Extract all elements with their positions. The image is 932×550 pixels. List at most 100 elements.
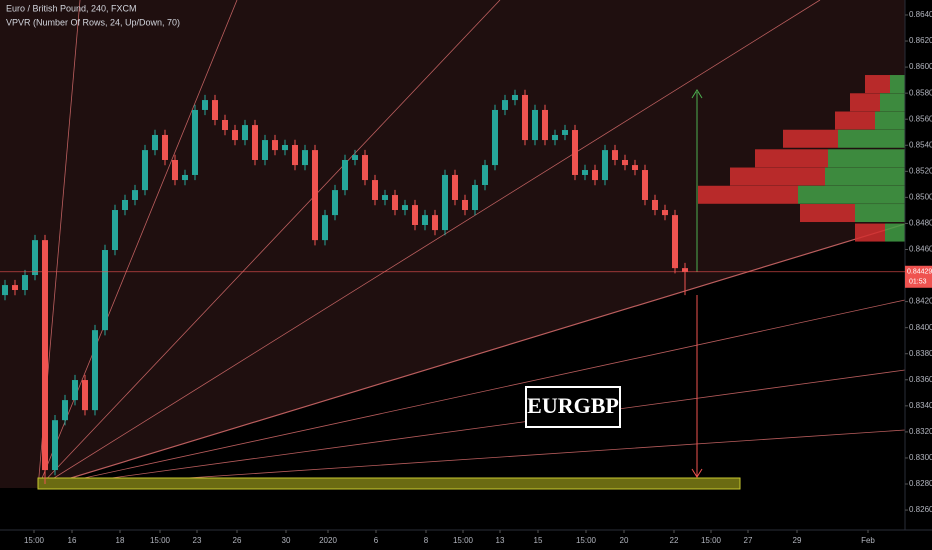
candle-body bbox=[322, 215, 328, 241]
candle-body bbox=[2, 285, 8, 296]
candle-body bbox=[642, 170, 648, 200]
x-tick-label: 30 bbox=[282, 536, 291, 545]
candle-body bbox=[162, 134, 168, 160]
candle-body bbox=[252, 125, 258, 160]
candle-body bbox=[42, 240, 48, 471]
candle-body bbox=[152, 134, 158, 151]
x-tick-label: 15:00 bbox=[150, 536, 171, 545]
profile-down bbox=[865, 75, 890, 94]
candle-body bbox=[402, 205, 408, 211]
candle-body bbox=[602, 150, 608, 181]
annotation-box bbox=[525, 386, 621, 428]
candle-body bbox=[532, 109, 538, 141]
x-tick-label: 15:00 bbox=[453, 536, 474, 545]
x-tick-label: 18 bbox=[116, 536, 125, 545]
x-tick-label: 15:00 bbox=[701, 536, 722, 545]
candle-body bbox=[622, 159, 628, 166]
x-tick-label: 2020 bbox=[319, 536, 337, 545]
candle-body bbox=[612, 150, 618, 160]
x-tick-label: 6 bbox=[374, 536, 379, 545]
profile-up bbox=[828, 149, 905, 168]
x-tick-label: 23 bbox=[193, 536, 202, 545]
candle-body bbox=[102, 250, 108, 331]
x-tick-label: 15:00 bbox=[24, 536, 45, 545]
candle-body bbox=[672, 215, 678, 269]
candle-body bbox=[202, 100, 208, 110]
profile-up bbox=[880, 93, 905, 112]
profile-up bbox=[825, 167, 905, 186]
candle-body bbox=[222, 119, 228, 131]
arrow-head bbox=[691, 468, 703, 478]
x-tick-label: 20 bbox=[620, 536, 629, 545]
candle-body bbox=[462, 199, 468, 211]
profile-down bbox=[755, 149, 828, 168]
arrow-head bbox=[691, 89, 703, 99]
candle-body bbox=[522, 94, 528, 141]
candle-body bbox=[562, 130, 568, 135]
candle-body bbox=[312, 150, 318, 241]
candle-body bbox=[412, 205, 418, 226]
candle-body bbox=[82, 380, 88, 411]
x-tick-label: 15:00 bbox=[576, 536, 597, 545]
candle-body bbox=[212, 100, 218, 120]
candle-body bbox=[552, 134, 558, 141]
candle-body bbox=[582, 170, 588, 175]
candle-body bbox=[422, 215, 428, 226]
candle-body bbox=[192, 109, 198, 175]
x-tick-label: Feb bbox=[861, 536, 875, 545]
candle-body bbox=[132, 190, 138, 200]
candle-body bbox=[492, 109, 498, 166]
x-tick-label: 29 bbox=[793, 536, 802, 545]
profile-up bbox=[885, 223, 905, 242]
x-tick-label: 16 bbox=[68, 536, 77, 545]
profile-up bbox=[838, 129, 905, 148]
candle-body bbox=[12, 285, 18, 291]
last-price-label: 0.84429 bbox=[907, 269, 932, 276]
candle-body bbox=[112, 210, 118, 251]
candle-body bbox=[632, 165, 638, 171]
support-zone bbox=[37, 477, 741, 490]
candle-body bbox=[302, 150, 308, 166]
candle-body bbox=[62, 400, 68, 421]
candle-body bbox=[652, 199, 658, 211]
candle-body bbox=[122, 199, 128, 211]
profile-up bbox=[798, 185, 905, 204]
profile-down bbox=[698, 185, 798, 204]
profile-up bbox=[875, 111, 905, 130]
candle-body bbox=[292, 145, 298, 166]
x-tick-label: 26 bbox=[233, 536, 242, 545]
candle-body bbox=[182, 174, 188, 181]
x-tick-label: 15 bbox=[534, 536, 543, 545]
last-price-box bbox=[905, 265, 932, 288]
countdown: 01:53 bbox=[909, 279, 927, 286]
chart-title: Euro / British Pound, 240, FXCM bbox=[6, 3, 137, 13]
candle-body bbox=[502, 100, 508, 110]
candle-body bbox=[432, 215, 438, 231]
candle-body bbox=[52, 420, 58, 471]
candle-body bbox=[22, 275, 28, 291]
candle-body bbox=[232, 130, 238, 141]
candle-body bbox=[172, 159, 178, 181]
profile-down bbox=[850, 93, 880, 112]
candle-body bbox=[392, 195, 398, 211]
candle-body bbox=[342, 159, 348, 191]
profile-down bbox=[855, 223, 885, 242]
candle-body bbox=[142, 150, 148, 191]
candle-body bbox=[262, 140, 268, 160]
y-tick-label: 0.86400 bbox=[909, 10, 932, 19]
